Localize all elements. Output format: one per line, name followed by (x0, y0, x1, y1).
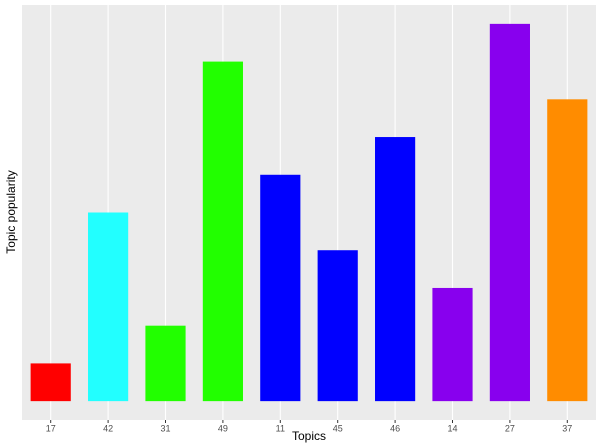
y-axis-title: Topic popularity (4, 170, 18, 253)
bar (317, 250, 358, 402)
x-tick-label: 46 (390, 423, 400, 433)
bar (202, 61, 243, 402)
bar (432, 287, 473, 402)
x-tick-label: 17 (46, 423, 56, 433)
x-tick-label: 31 (160, 423, 170, 433)
bar (145, 325, 186, 402)
bar (260, 174, 301, 402)
x-tick-label: 45 (333, 423, 343, 433)
bar (547, 99, 588, 402)
bar (489, 23, 530, 402)
bar (88, 212, 129, 402)
bar (30, 363, 71, 402)
bar (375, 137, 416, 402)
x-tick-label: 42 (103, 423, 113, 433)
x-tick-label: 49 (218, 423, 228, 433)
x-axis-title: Topics (292, 429, 326, 443)
x-tick-label: 11 (276, 423, 285, 433)
x-tick-label: 37 (562, 423, 572, 433)
x-tick-label: 14 (447, 423, 457, 433)
x-tick-label: 27 (505, 423, 515, 433)
